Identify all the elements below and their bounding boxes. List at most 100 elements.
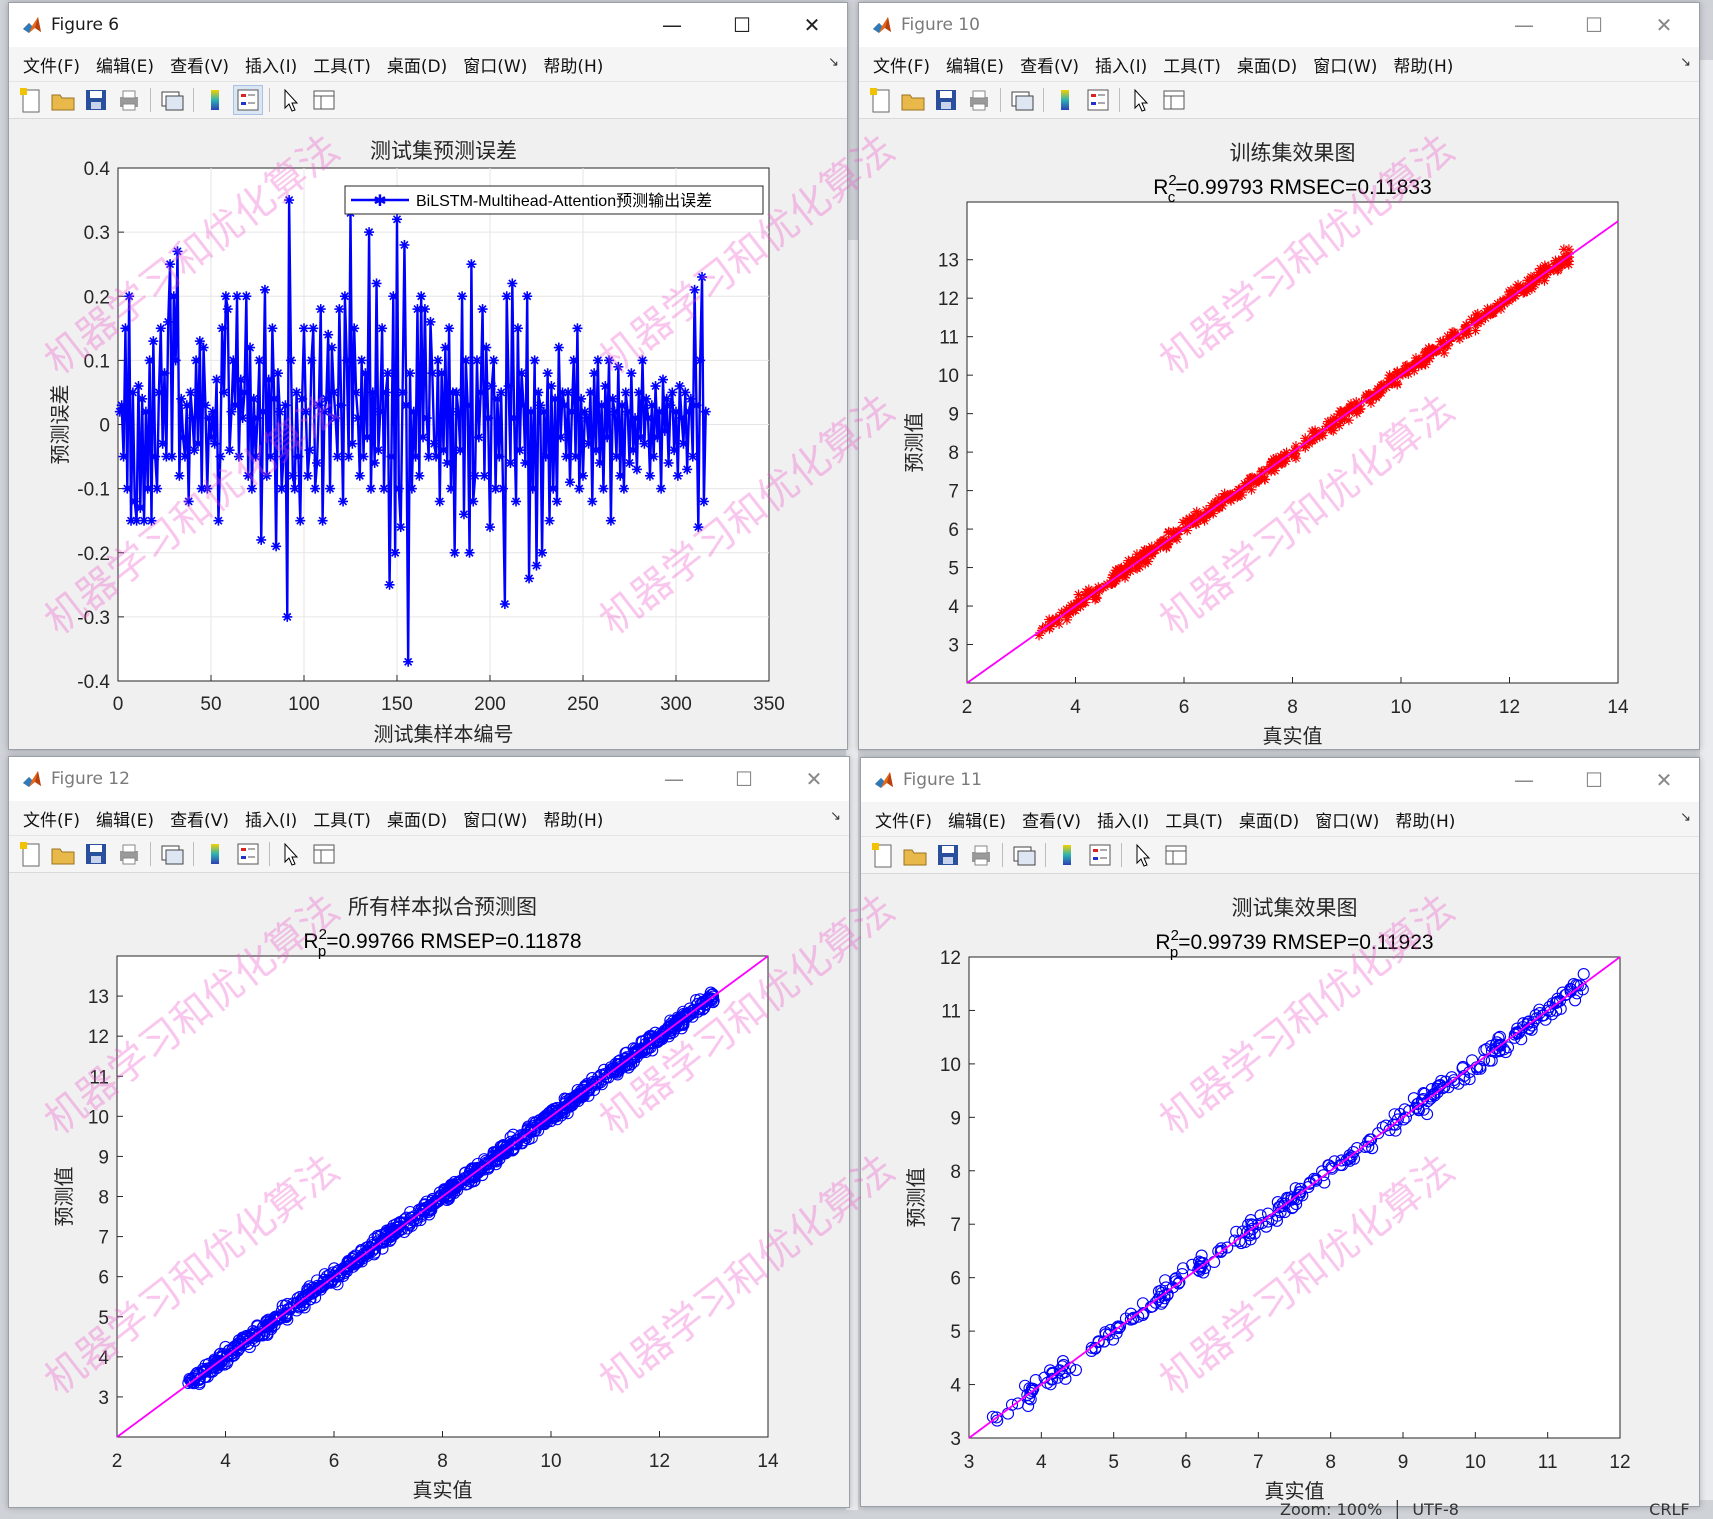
menu-item-7[interactable]: 帮助(H) — [1387, 807, 1463, 832]
legend-button[interactable] — [1085, 840, 1115, 870]
minimize-button[interactable]: — — [639, 757, 709, 801]
menu-item-3[interactable]: 插入(I) — [237, 806, 305, 831]
close-button[interactable]: ✕ — [777, 3, 847, 47]
menu-item-0[interactable]: 文件(F) — [865, 52, 938, 77]
menu-item-3[interactable]: 插入(I) — [1087, 52, 1155, 77]
open-file-button[interactable] — [900, 840, 930, 870]
menu-expand-icon[interactable]: ↘ — [828, 55, 839, 70]
figure-12-window[interactable]: Figure 12 — ☐ ✕ 文件(F)编辑(E)查看(V)插入(I)工具(T… — [8, 756, 850, 1508]
legend-button[interactable] — [1083, 85, 1113, 115]
menu-item-4[interactable]: 工具(T) — [305, 52, 379, 77]
property-inspector-button[interactable] — [1159, 85, 1189, 115]
maximize-button[interactable]: ☐ — [707, 3, 777, 47]
new-figure-button[interactable] — [867, 840, 897, 870]
minimize-button[interactable]: — — [637, 3, 707, 47]
pointer-button[interactable] — [1128, 840, 1158, 870]
title-bar[interactable]: Figure 12 — ☐ ✕ — [9, 757, 849, 801]
menu-item-5[interactable]: 桌面(D) — [1231, 807, 1307, 832]
link-plot-button[interactable] — [157, 85, 187, 115]
link-plot-button[interactable] — [157, 839, 187, 869]
menu-item-7[interactable]: 帮助(H) — [1385, 52, 1461, 77]
menu-item-7[interactable]: 帮助(H) — [535, 806, 611, 831]
open-file-button[interactable] — [898, 85, 928, 115]
error-point — [576, 394, 586, 404]
error-point — [288, 471, 298, 481]
menu-item-7[interactable]: 帮助(H) — [535, 52, 611, 77]
menu-item-6[interactable]: 窗口(W) — [1307, 807, 1387, 832]
menu-item-1[interactable]: 编辑(E) — [88, 52, 162, 77]
pointer-button[interactable] — [276, 839, 306, 869]
link-plot-button[interactable] — [1009, 840, 1039, 870]
menu-item-5[interactable]: 桌面(D) — [379, 806, 455, 831]
open-file-button[interactable] — [48, 839, 78, 869]
menu-item-2[interactable]: 查看(V) — [1012, 52, 1087, 77]
title-bar[interactable]: Figure 6 — ☐ ✕ — [9, 3, 847, 47]
maximize-button[interactable]: ☐ — [709, 757, 779, 801]
menu-item-2[interactable]: 查看(V) — [162, 52, 237, 77]
legend-button[interactable] — [233, 85, 263, 115]
menu-item-2[interactable]: 查看(V) — [162, 806, 237, 831]
minimize-button[interactable]: — — [1489, 3, 1559, 47]
property-inspector-button[interactable] — [309, 85, 339, 115]
pointer-button[interactable] — [1126, 85, 1156, 115]
property-inspector-button[interactable] — [309, 839, 339, 869]
menu-item-5[interactable]: 桌面(D) — [1229, 52, 1305, 77]
menu-item-6[interactable]: 窗口(W) — [455, 806, 535, 831]
menu-item-0[interactable]: 文件(F) — [867, 807, 940, 832]
print-button[interactable] — [114, 85, 144, 115]
save-button[interactable] — [931, 85, 961, 115]
maximize-button[interactable]: ☐ — [1559, 758, 1629, 802]
colorbar-button[interactable] — [200, 85, 230, 115]
property-inspector-button[interactable] — [1161, 840, 1191, 870]
maximize-button[interactable]: ☐ — [1559, 3, 1629, 47]
figure-11-window[interactable]: Figure 11 — ☐ ✕ 文件(F)编辑(E)查看(V)插入(I)工具(T… — [860, 757, 1700, 1507]
colorbar-button[interactable] — [200, 839, 230, 869]
menu-item-1[interactable]: 编辑(E) — [938, 52, 1012, 77]
menu-expand-icon[interactable]: ↘ — [830, 809, 841, 824]
print-button[interactable] — [964, 85, 994, 115]
save-button[interactable] — [81, 839, 111, 869]
menu-expand-icon[interactable]: ↘ — [1680, 55, 1691, 70]
close-button[interactable]: ✕ — [1629, 3, 1699, 47]
menu-item-1[interactable]: 编辑(E) — [940, 807, 1014, 832]
menu-item-4[interactable]: 工具(T) — [1155, 52, 1229, 77]
menu-expand-icon[interactable]: ↘ — [1680, 810, 1691, 825]
menu-item-6[interactable]: 窗口(W) — [1305, 52, 1385, 77]
menu-item-3[interactable]: 插入(I) — [1089, 807, 1157, 832]
new-figure-button[interactable] — [15, 85, 45, 115]
figure-6-window[interactable]: Figure 6 — ☐ ✕ 文件(F)编辑(E)查看(V)插入(I)工具(T)… — [8, 2, 848, 750]
print-button[interactable] — [114, 839, 144, 869]
new-figure-button[interactable] — [15, 839, 45, 869]
link-plot-button[interactable] — [1007, 85, 1037, 115]
title-bar[interactable]: Figure 11 — ☐ ✕ — [861, 758, 1699, 802]
minimize-button[interactable]: — — [1489, 758, 1559, 802]
x-tick-label: 4 — [1036, 1452, 1047, 1473]
menu-item-4[interactable]: 工具(T) — [305, 806, 379, 831]
menu-item-2[interactable]: 查看(V) — [1014, 807, 1089, 832]
legend-button[interactable] — [233, 839, 263, 869]
menu-item-4[interactable]: 工具(T) — [1157, 807, 1231, 832]
error-point — [494, 452, 504, 462]
colorbar-button[interactable] — [1052, 840, 1082, 870]
new-figure-button[interactable] — [865, 85, 895, 115]
print-button[interactable] — [966, 840, 996, 870]
menu-item-3[interactable]: 插入(I) — [237, 52, 305, 77]
title-bar[interactable]: Figure 10 — ☐ ✕ — [859, 3, 1699, 47]
save-button[interactable] — [81, 85, 111, 115]
menu-item-5[interactable]: 桌面(D) — [379, 52, 455, 77]
save-button[interactable] — [933, 840, 963, 870]
menu-item-0[interactable]: 文件(F) — [15, 52, 88, 77]
menu-item-6[interactable]: 窗口(W) — [455, 52, 535, 77]
menu-item-0[interactable]: 文件(F) — [15, 806, 88, 831]
close-button[interactable]: ✕ — [779, 757, 849, 801]
close-button[interactable]: ✕ — [1629, 758, 1699, 802]
pointer-button[interactable] — [276, 85, 306, 115]
colorbar-button[interactable] — [1050, 85, 1080, 115]
menu-item-1[interactable]: 编辑(E) — [88, 806, 162, 831]
open-file-button[interactable] — [48, 85, 78, 115]
figure-10-window[interactable]: Figure 10 — ☐ ✕ 文件(F)编辑(E)查看(V)插入(I)工具(T… — [858, 2, 1700, 750]
